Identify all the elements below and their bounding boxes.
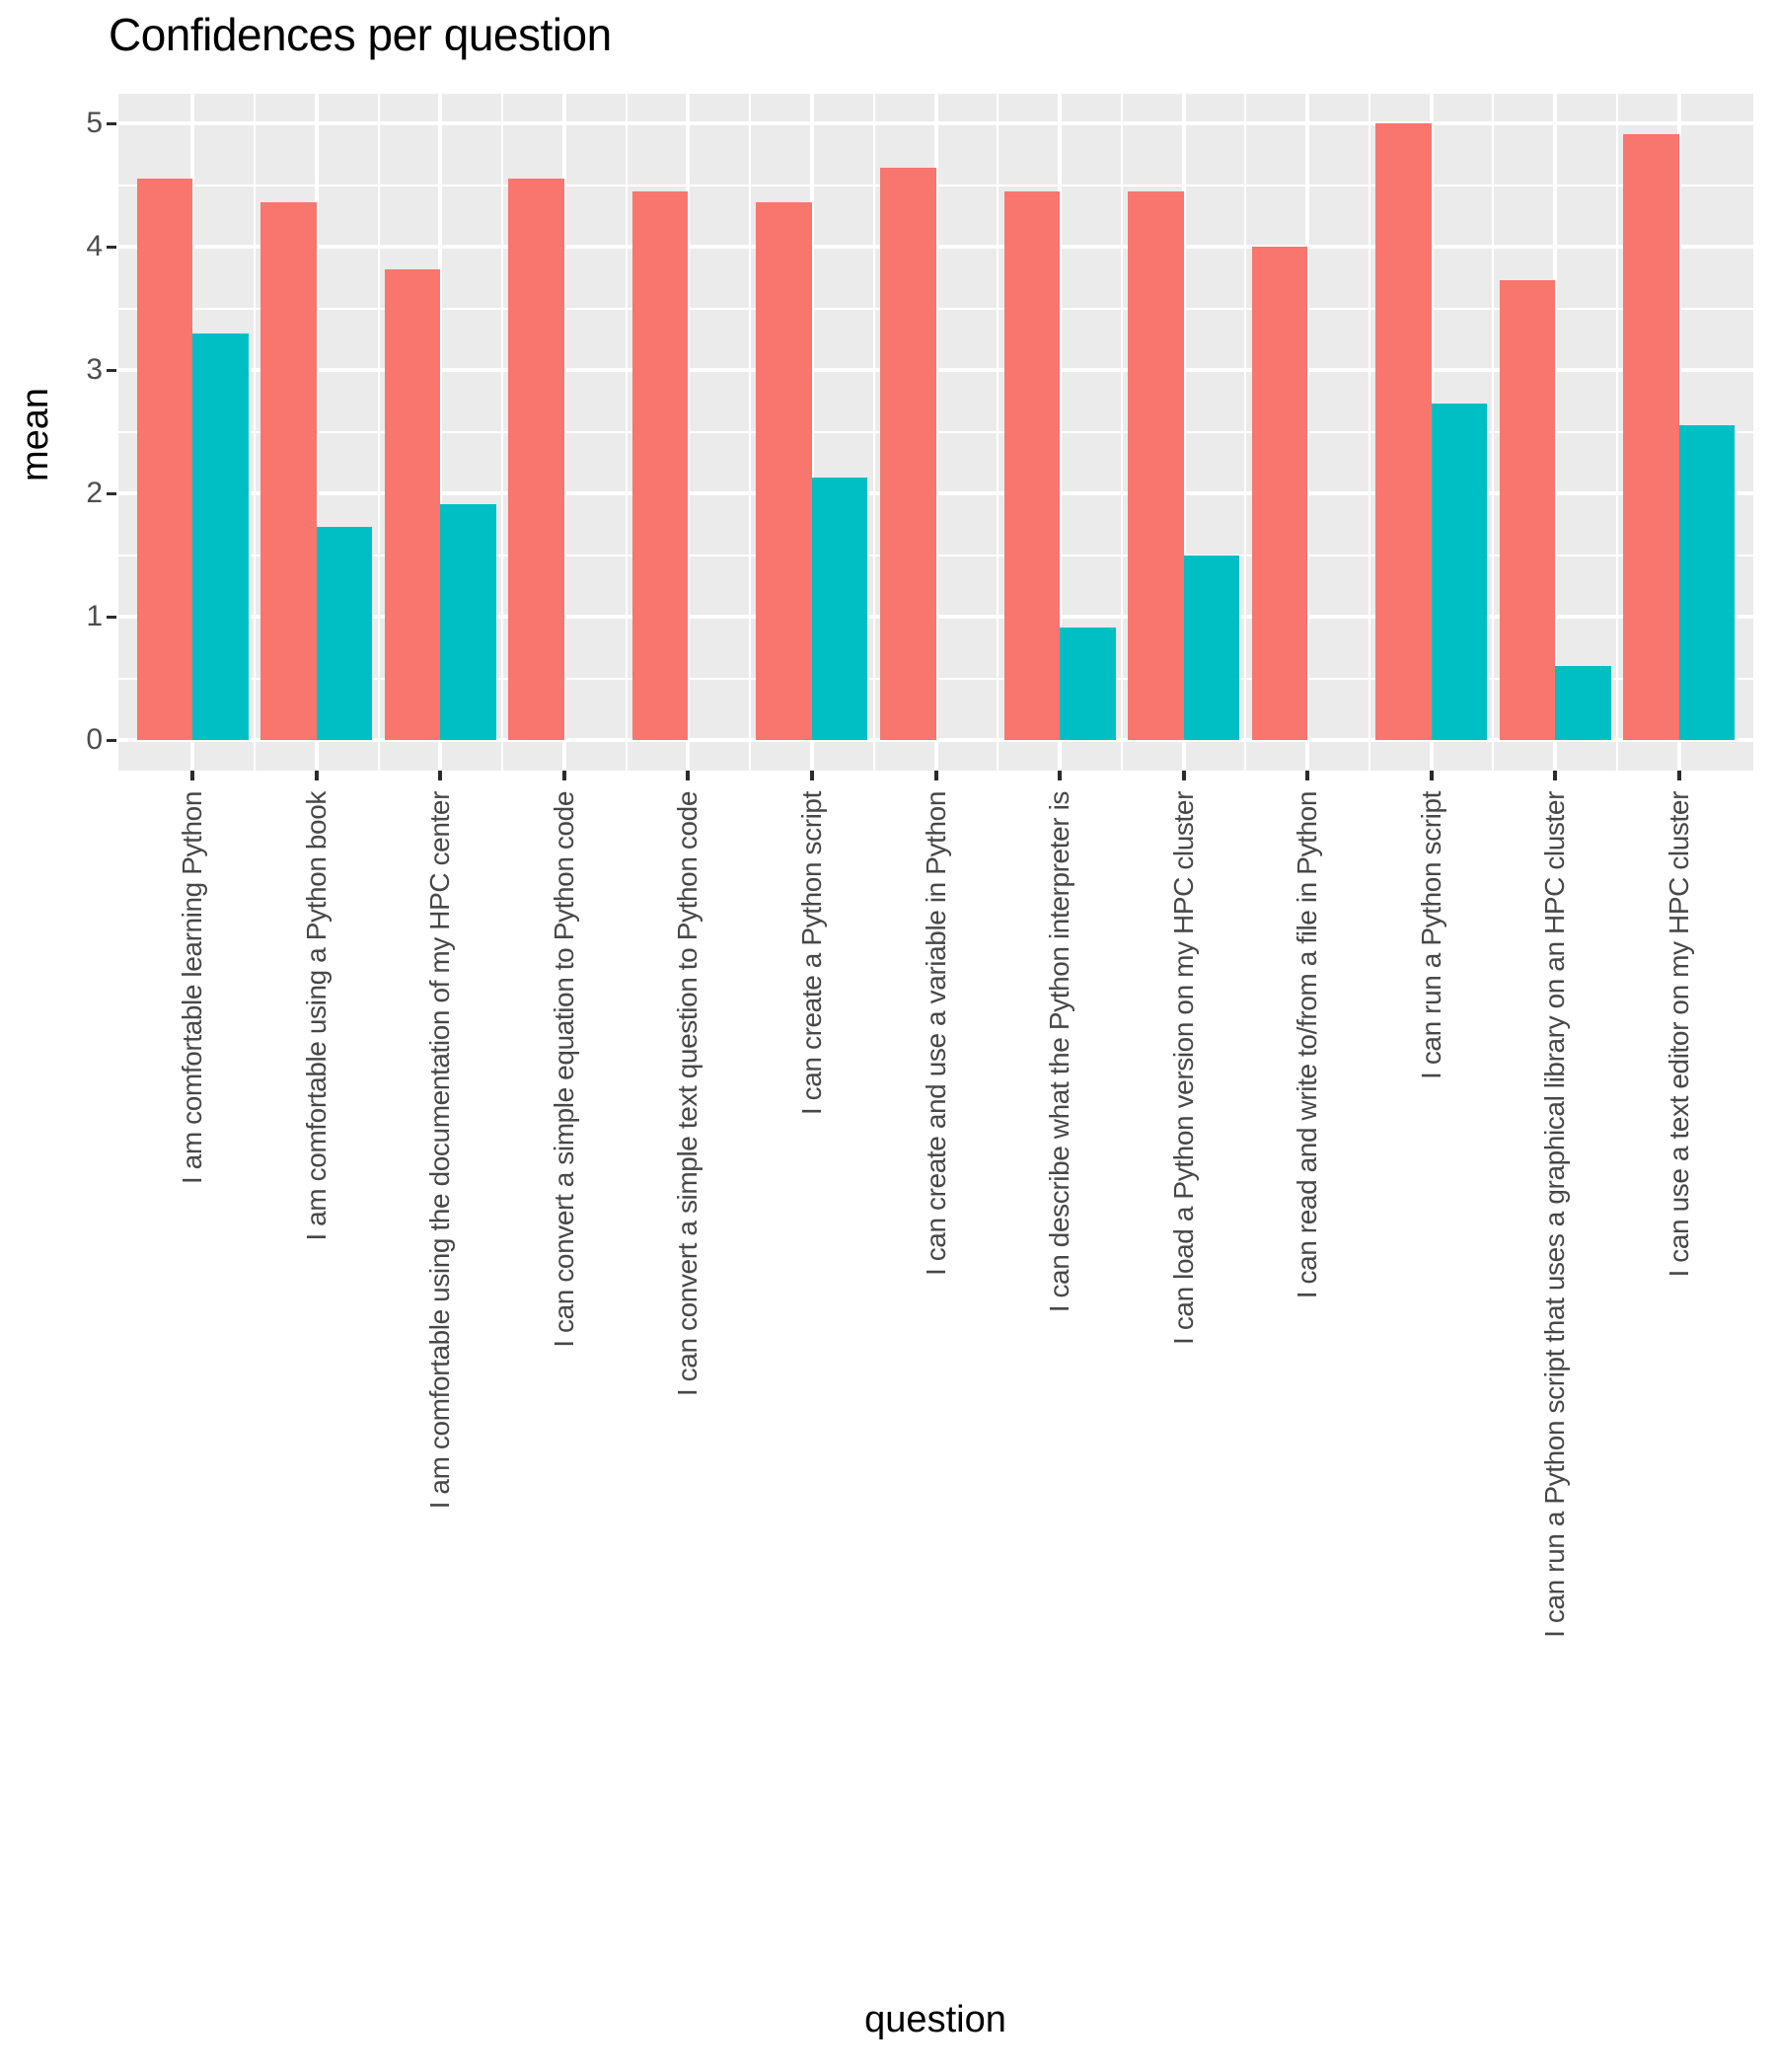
gridline-minor-v	[1368, 94, 1370, 771]
bar-red	[260, 202, 317, 740]
x-axis-tick	[686, 771, 691, 780]
gridline-major-v	[686, 94, 691, 771]
gridline-major-v	[809, 94, 814, 771]
bar-red	[1499, 279, 1556, 740]
gridline-major-v	[314, 94, 319, 771]
gridline-major-v	[933, 94, 938, 771]
y-tick-label: 2	[86, 477, 103, 509]
chart-title: Confidences per question	[109, 9, 612, 60]
x-axis-tick	[438, 771, 443, 780]
x-tick-label: I can create and use a variable in Pytho…	[920, 791, 951, 1277]
x-tick-label: I can convert a simple text question to …	[672, 791, 703, 1397]
bar-teal	[440, 504, 496, 740]
x-tick-label: I can create a Python script	[795, 791, 827, 1116]
bar-red	[631, 190, 689, 740]
bar-red	[384, 268, 441, 740]
y-tick-label: 4	[86, 230, 103, 262]
x-axis-tick	[1553, 771, 1558, 780]
x-tick-label: I can describe what the Python interpret…	[1044, 791, 1075, 1313]
gridline-major-v	[1058, 94, 1063, 771]
gridline-major-v	[1305, 94, 1310, 771]
bar-teal	[1183, 555, 1240, 740]
y-tick-label: 0	[86, 723, 103, 756]
y-tick-label: 1	[86, 600, 103, 632]
x-tick-label: I can run a Python script that uses a gr…	[1539, 791, 1571, 1638]
y-axis-tick	[107, 739, 116, 742]
bar-red	[508, 179, 564, 740]
bar-teal	[316, 526, 373, 740]
gridline-major-v	[438, 94, 443, 771]
bar-teal	[192, 333, 249, 740]
x-tick-label: I can load a Python version on my HPC cl…	[1167, 791, 1199, 1345]
x-tick-label: I can convert a simple equation to Pytho…	[548, 791, 579, 1348]
gridline-minor-v	[1615, 94, 1618, 771]
bar-red	[1251, 247, 1308, 740]
x-tick-label: I can use a text editor on my HPC cluste…	[1663, 791, 1694, 1278]
x-tick-label: I am comfortable using the documentation…	[424, 791, 456, 1510]
gridline-minor-v	[749, 94, 752, 771]
x-tick-label: I can run a Python script	[1415, 791, 1446, 1079]
bar-teal	[1060, 628, 1116, 740]
x-tick-label: I am comfortable learning Python	[177, 791, 208, 1185]
gridline-major-v	[1553, 94, 1558, 771]
gridline-major-v	[561, 94, 566, 771]
y-axis-tick	[107, 122, 116, 125]
bar-teal	[811, 477, 868, 740]
x-axis-tick	[1305, 771, 1310, 780]
x-axis-tick	[1181, 771, 1186, 780]
x-axis-tick	[1058, 771, 1063, 780]
y-axis-tick	[107, 369, 116, 372]
x-tick-label: I can read and write to/from a file in P…	[1292, 791, 1323, 1299]
x-axis-tick	[314, 771, 319, 780]
gridline-minor-v	[625, 94, 628, 771]
y-axis-tick	[107, 246, 116, 249]
gridline-minor-v	[501, 94, 504, 771]
gridline-minor-v	[872, 94, 875, 771]
x-axis-tick	[1429, 771, 1434, 780]
gridline-minor-v	[1120, 94, 1123, 771]
gridline-minor-v	[377, 94, 380, 771]
bar-red	[136, 179, 193, 740]
x-axis-tick	[1676, 771, 1681, 780]
bar-red	[1128, 190, 1184, 740]
bar-teal	[1678, 425, 1736, 740]
bar-red	[1375, 123, 1432, 740]
gridline-minor-v	[254, 94, 257, 771]
y-axis-title: mean	[15, 387, 56, 481]
plot-panel	[118, 94, 1753, 771]
bar-red	[1003, 190, 1061, 740]
bar-red	[1623, 134, 1679, 740]
y-tick-label: 5	[86, 107, 103, 139]
gridline-minor-v	[1244, 94, 1247, 771]
x-axis-title: question	[864, 1999, 1006, 2040]
y-axis-tick	[107, 616, 116, 619]
x-axis-tick	[809, 771, 814, 780]
bar-teal	[1431, 403, 1488, 740]
bar-red	[880, 168, 936, 740]
x-tick-label: I am comfortable using a Python book	[300, 791, 332, 1241]
y-axis-tick	[107, 492, 116, 495]
bar-teal	[1555, 666, 1611, 740]
x-axis-tick	[190, 771, 195, 780]
gridline-major-v	[1181, 94, 1186, 771]
gridline-minor-v	[1492, 94, 1495, 771]
x-axis-tick	[561, 771, 566, 780]
y-tick-label: 3	[86, 353, 103, 386]
x-axis-tick	[933, 771, 938, 780]
bar-red	[756, 202, 812, 740]
gridline-minor-v	[997, 94, 999, 771]
